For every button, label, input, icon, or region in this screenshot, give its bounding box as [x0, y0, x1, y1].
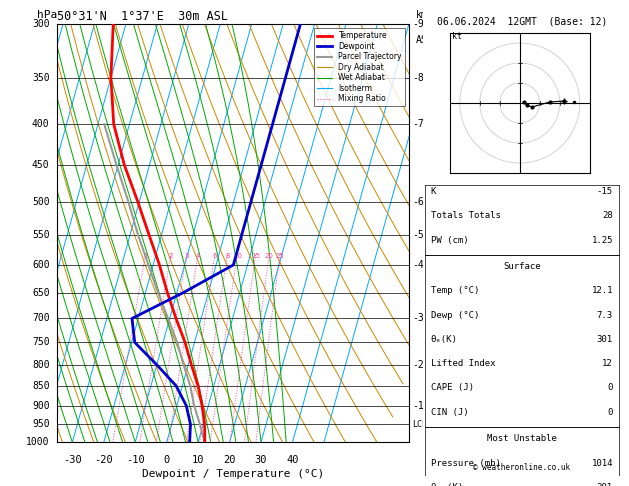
Text: -30: -30 — [63, 455, 82, 465]
Text: -7: -7 — [413, 119, 424, 129]
Text: Mixing Ratio (g/kg): Mixing Ratio (g/kg) — [433, 186, 442, 281]
Text: LCL: LCL — [413, 420, 427, 429]
Text: 0: 0 — [608, 408, 613, 417]
Text: -20: -20 — [94, 455, 113, 465]
Text: Most Unstable: Most Unstable — [487, 434, 557, 443]
Text: 20: 20 — [265, 253, 274, 259]
Text: Pressure (mb): Pressure (mb) — [431, 459, 501, 468]
Text: Totals Totals: Totals Totals — [431, 211, 501, 220]
Text: -4: -4 — [413, 260, 424, 270]
Text: Surface: Surface — [503, 262, 540, 271]
Text: 850: 850 — [32, 381, 50, 391]
Text: 6: 6 — [213, 253, 218, 259]
Text: 800: 800 — [32, 360, 50, 370]
Legend: Temperature, Dewpoint, Parcel Trajectory, Dry Adiabat, Wet Adiabat, Isotherm, Mi: Temperature, Dewpoint, Parcel Trajectory… — [314, 28, 405, 106]
Text: ASL: ASL — [416, 35, 433, 45]
Text: 8: 8 — [225, 253, 230, 259]
Text: CIN (J): CIN (J) — [431, 408, 468, 417]
Text: Dewpoint / Temperature (°C): Dewpoint / Temperature (°C) — [142, 469, 324, 479]
Text: 301: 301 — [597, 335, 613, 344]
Text: -15: -15 — [597, 187, 613, 196]
Text: 1.25: 1.25 — [591, 236, 613, 244]
Text: 350: 350 — [32, 73, 50, 83]
Text: 500: 500 — [32, 197, 50, 207]
Text: km: km — [416, 10, 428, 20]
Text: -10: -10 — [126, 455, 145, 465]
Text: θₑ(K): θₑ(K) — [431, 335, 457, 344]
Text: 301: 301 — [597, 483, 613, 486]
Text: 7.3: 7.3 — [597, 311, 613, 320]
Text: 20: 20 — [223, 455, 236, 465]
Text: -3: -3 — [413, 313, 424, 324]
Text: -1: -1 — [413, 400, 424, 411]
Text: -5: -5 — [413, 230, 424, 240]
Text: 1000: 1000 — [26, 437, 50, 447]
Text: 40: 40 — [286, 455, 299, 465]
Text: K: K — [431, 187, 436, 196]
Text: -6: -6 — [413, 197, 424, 207]
Text: 1014: 1014 — [591, 459, 613, 468]
Text: 12: 12 — [602, 359, 613, 368]
Text: hPa: hPa — [37, 10, 57, 20]
Text: PW (cm): PW (cm) — [431, 236, 468, 244]
Text: 30: 30 — [255, 455, 267, 465]
Text: Temp (°C): Temp (°C) — [431, 286, 479, 295]
Text: © weatheronline.co.uk: © weatheronline.co.uk — [473, 463, 571, 471]
Text: CAPE (J): CAPE (J) — [431, 383, 474, 392]
Text: 1: 1 — [143, 253, 148, 259]
Text: 750: 750 — [32, 337, 50, 347]
Text: 600: 600 — [32, 260, 50, 270]
Text: 10: 10 — [233, 253, 242, 259]
Text: 4: 4 — [196, 253, 201, 259]
Text: 450: 450 — [32, 160, 50, 170]
Text: 3: 3 — [184, 253, 189, 259]
Text: -2: -2 — [413, 360, 424, 370]
Text: 06.06.2024  12GMT  (Base: 12): 06.06.2024 12GMT (Base: 12) — [437, 17, 607, 27]
Text: 900: 900 — [32, 400, 50, 411]
Text: 0: 0 — [608, 383, 613, 392]
Text: -8: -8 — [413, 73, 424, 83]
Text: 25: 25 — [276, 253, 284, 259]
Text: 700: 700 — [32, 313, 50, 324]
Text: 0: 0 — [164, 455, 170, 465]
Text: 950: 950 — [32, 419, 50, 430]
Text: 50°31'N  1°37'E  30m ASL: 50°31'N 1°37'E 30m ASL — [57, 10, 228, 23]
Text: Lifted Index: Lifted Index — [431, 359, 495, 368]
Text: -9: -9 — [413, 19, 424, 29]
Text: 15: 15 — [252, 253, 260, 259]
Text: Dewp (°C): Dewp (°C) — [431, 311, 479, 320]
Text: 550: 550 — [32, 230, 50, 240]
Text: 2: 2 — [169, 253, 173, 259]
Text: 400: 400 — [32, 119, 50, 129]
Text: 12.1: 12.1 — [591, 286, 613, 295]
Text: 650: 650 — [32, 288, 50, 298]
Text: θₑ (K): θₑ (K) — [431, 483, 463, 486]
Text: kt: kt — [452, 32, 462, 41]
Text: 10: 10 — [192, 455, 204, 465]
Text: 300: 300 — [32, 19, 50, 29]
Text: 28: 28 — [602, 211, 613, 220]
